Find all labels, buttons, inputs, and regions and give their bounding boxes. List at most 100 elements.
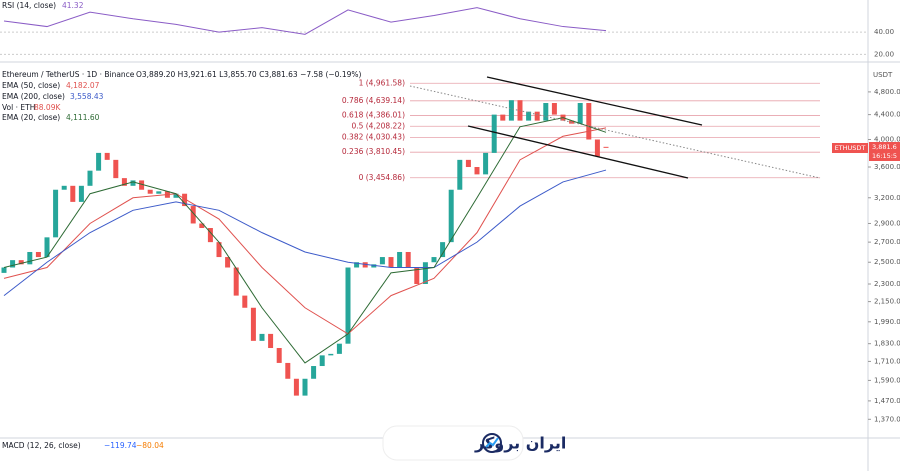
rsi-legend: RSI (14, close): [2, 1, 56, 10]
candle: [508, 100, 514, 121]
candle: [414, 267, 420, 285]
logo-icon: [482, 433, 502, 453]
candle: [259, 333, 265, 341]
candle: [526, 111, 532, 121]
candle: [104, 152, 110, 160]
fib-label: 0.618 (4,386.01): [342, 110, 405, 119]
candle: [379, 257, 385, 265]
fib-label: 0.786 (4,639.14): [342, 96, 405, 105]
candle: [225, 257, 231, 268]
currency: USDT: [873, 71, 893, 79]
candle: [182, 193, 188, 207]
ohlc: O3,889.20 H3,921.61 L3,855.70 C3,881.63 …: [136, 70, 361, 79]
candle: [586, 103, 592, 140]
channel-line: [486, 76, 703, 126]
candle: [27, 251, 33, 265]
candle: [293, 378, 299, 396]
candle: [233, 267, 239, 296]
logo-icon: [485, 437, 499, 448]
candle: [457, 159, 463, 190]
ema-line: [3, 117, 607, 364]
ticker-tag: [832, 143, 868, 153]
rsi-line: [3, 7, 607, 35]
y-tick-label: 3,200.00: [874, 194, 900, 202]
candle: [70, 185, 76, 202]
candle: [483, 152, 489, 175]
candle: [422, 262, 428, 285]
candle: [87, 170, 93, 186]
fib-label: 0.382 (4,030.43): [342, 133, 405, 142]
rsi-tick-label: 40.00: [874, 28, 894, 36]
candle: [121, 178, 127, 186]
candle: [216, 242, 222, 258]
y-tick-label: 1,830.00: [874, 340, 900, 348]
y-tick-label: 3,600.00: [874, 163, 900, 171]
candle: [18, 260, 24, 265]
legend-value: 3,558.43: [70, 92, 104, 101]
y-tick-label: 1,710.00: [874, 357, 900, 365]
candle: [534, 111, 540, 121]
y-tick-label: 2,700.00: [874, 238, 900, 246]
legend: EMA (200, close): [2, 92, 65, 101]
y-tick-label: 2,300.00: [874, 280, 900, 288]
candle: [207, 228, 213, 243]
candle: [448, 189, 454, 243]
fib-label: 0.5 (4,208.22): [351, 121, 405, 130]
candle: [1, 267, 7, 273]
candle: [250, 307, 256, 341]
candle: [371, 264, 377, 268]
legend-value: 4,182.07: [66, 81, 100, 90]
candle: [336, 343, 342, 354]
y-tick-label: 1,990.00: [874, 318, 900, 326]
y-tick-label: 1,590.00: [874, 376, 900, 384]
candle: [500, 114, 506, 121]
y-tick-label: 2,500.00: [874, 258, 900, 266]
candle: [96, 152, 102, 171]
price-pane: 4,800.00 4,400.00 4,000.00 3,600.00 3,200.00…: [1, 78, 900, 423]
macd-value: −80.04: [136, 441, 164, 450]
legend-value: 88.09K: [34, 103, 61, 112]
candle: [474, 167, 480, 175]
countdown: 16:15:5: [872, 152, 897, 160]
y-tick-label: 4,000.00: [874, 136, 900, 144]
legend: EMA (20, close): [2, 113, 60, 122]
candle: [173, 193, 179, 198]
candle: [130, 180, 136, 186]
candle: [362, 262, 368, 268]
trend-line: [409, 85, 821, 179]
candle: [35, 251, 41, 258]
candle: [199, 223, 205, 229]
candle: [156, 191, 162, 194]
logo-text: ایران بروکر: [474, 434, 566, 453]
candle: [328, 353, 334, 356]
candle: [53, 189, 59, 238]
legend: Vol · ETH: [2, 103, 35, 112]
y-tick-label: 4,800.00: [874, 88, 900, 96]
candle: [276, 348, 282, 363]
candle: [405, 251, 411, 268]
y-tick-label: 1,370.00: [874, 415, 900, 423]
y-tick-label: 2,900.00: [874, 219, 900, 227]
ema-line: [3, 169, 607, 297]
legend-value: 4,111.60: [66, 113, 100, 122]
candle: [285, 362, 291, 379]
fib-label: 0.236 (3,810.45): [342, 147, 405, 156]
candle: [397, 251, 403, 268]
fib-label: 1 (4,961.58): [359, 78, 405, 87]
candle: [388, 257, 394, 268]
candle: [319, 355, 325, 367]
candle: [311, 366, 317, 379]
ema-line: [3, 127, 607, 335]
y-tick-label: 1,470.00: [874, 397, 900, 405]
candle: [61, 185, 67, 190]
ticker: ETHUSDT: [835, 144, 866, 152]
channel-line: [467, 125, 689, 179]
candle: [302, 378, 308, 396]
candle: [465, 159, 471, 168]
macd-legend: MACD (12, 26, close): [2, 441, 81, 450]
legend: EMA (50, close): [2, 81, 60, 90]
candle: [242, 295, 248, 308]
fib-label: 0 (3,454.86): [359, 173, 405, 182]
candle: [345, 267, 351, 344]
